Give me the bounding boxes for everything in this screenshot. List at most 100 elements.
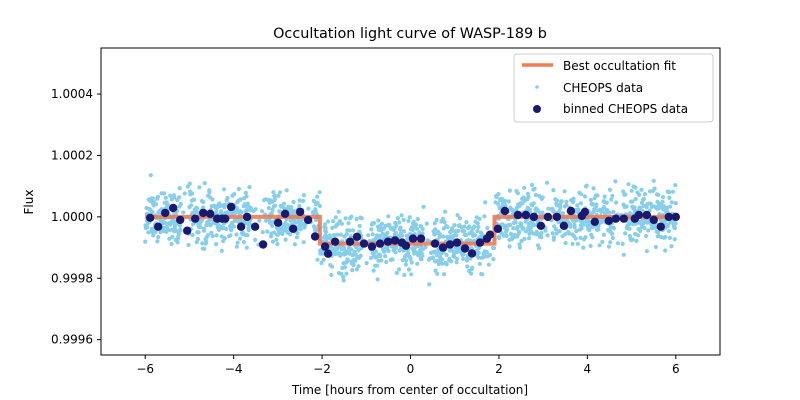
cheops-data-point <box>639 200 644 205</box>
cheops-data-point <box>663 235 668 240</box>
cheops-data-point <box>162 191 167 196</box>
cheops-data-point <box>475 228 480 234</box>
cheops-data-point <box>317 190 322 195</box>
cheops-data-point <box>411 219 416 224</box>
cheops-data-point <box>386 248 391 254</box>
binned-data-point <box>559 221 569 230</box>
binned-data-point <box>642 210 651 220</box>
cheops-data-point <box>533 192 539 198</box>
cheops-data-point <box>667 235 673 240</box>
cheops-data-point <box>395 216 400 221</box>
cheops-data-point <box>397 220 402 225</box>
cheops-data-point <box>473 233 478 238</box>
binned-data-point <box>310 232 320 241</box>
binned-data-point <box>330 237 340 246</box>
cheops-data-point <box>529 182 535 187</box>
cheops-data-point <box>207 190 212 195</box>
cheops-data-point <box>275 242 280 247</box>
binned-data-point <box>221 214 230 223</box>
cheops-data-point <box>607 210 612 215</box>
cheops-data-point <box>582 194 588 199</box>
binned-data-point <box>161 208 170 218</box>
cheops-data-point <box>432 221 437 226</box>
binned-data-point <box>408 234 418 243</box>
cheops-data-point <box>353 258 358 263</box>
cheops-data-point <box>663 248 668 253</box>
cheops-data-point <box>584 183 589 188</box>
cheops-data-point <box>214 233 219 238</box>
binned-data-point <box>295 207 305 217</box>
cheops-data-point <box>449 259 454 264</box>
binned-data-point <box>280 209 290 218</box>
cheops-data-point <box>590 202 596 207</box>
cheops-data-point <box>399 213 404 218</box>
cheops-data-point <box>370 232 375 237</box>
cheops-data-point <box>257 218 262 223</box>
cheops-data-point <box>348 234 353 239</box>
cheops-data-point <box>190 191 195 196</box>
cheops-data-point <box>571 200 576 205</box>
cheops-data-point <box>329 272 334 278</box>
cheops-data-point <box>442 272 447 277</box>
cheops-data-point <box>655 230 661 235</box>
cheops-data-point <box>406 218 411 223</box>
cheops-data-point <box>239 210 244 215</box>
cheops-data-point <box>673 201 678 206</box>
cheops-data-point <box>581 222 586 227</box>
binned-data-point <box>320 242 330 251</box>
cheops-data-point <box>343 216 348 221</box>
binned-data-point <box>367 242 377 251</box>
cheops-data-point <box>270 239 275 244</box>
cheops-data-point <box>189 203 194 208</box>
cheops-data-point <box>341 274 346 279</box>
cheops-data-point <box>276 193 281 198</box>
cheops-data-point <box>621 252 626 257</box>
cheops-data-point <box>344 232 349 237</box>
cheops-data-point <box>270 207 275 212</box>
cheops-data-point <box>503 203 508 208</box>
cheops-data-point <box>415 217 420 222</box>
cheops-data-point <box>409 260 414 265</box>
cheops-data-point <box>532 186 537 191</box>
binned-data-point <box>176 215 185 225</box>
y-tick-label: 1.0002 <box>51 148 93 162</box>
cheops-data-point <box>231 224 236 229</box>
cheops-data-point <box>317 203 322 209</box>
binned-data-point <box>191 214 200 223</box>
cheops-data-point <box>301 240 306 245</box>
cheops-data-point <box>515 191 521 196</box>
cheops-data-point <box>216 227 222 233</box>
cheops-data-point <box>445 224 450 230</box>
cheops-data-point <box>563 240 568 246</box>
cheops-data-point <box>293 220 298 225</box>
cheops-data-point <box>274 237 279 242</box>
cheops-data-point <box>406 251 411 256</box>
cheops-data-point <box>491 245 497 251</box>
cheops-data-point <box>394 270 399 275</box>
cheops-data-point <box>553 227 558 232</box>
cheops-data-point <box>335 232 340 237</box>
cheops-data-point <box>462 224 467 229</box>
cheops-data-point <box>524 229 529 234</box>
cheops-data-point <box>284 188 289 193</box>
cheops-data-point <box>163 221 168 226</box>
cheops-data-point <box>234 244 239 249</box>
cheops-data-point <box>465 264 470 269</box>
legend-label-fit: Best occultation fit <box>563 59 676 73</box>
cheops-data-point <box>384 259 389 265</box>
cheops-data-point <box>444 252 449 258</box>
cheops-data-point <box>271 230 276 235</box>
cheops-data-point <box>487 252 493 258</box>
cheops-data-point <box>575 203 580 208</box>
cheops-data-point <box>270 223 275 228</box>
cheops-data-point <box>611 209 616 215</box>
cheops-data-point <box>315 200 320 205</box>
cheops-data-point <box>444 262 449 267</box>
cheops-data-point <box>403 262 408 267</box>
cheops-data-point <box>641 196 647 201</box>
cheops-data-point <box>281 201 287 206</box>
cheops-data-point <box>579 192 584 197</box>
binned-data-point <box>543 212 553 222</box>
binned-data-point <box>467 249 477 258</box>
